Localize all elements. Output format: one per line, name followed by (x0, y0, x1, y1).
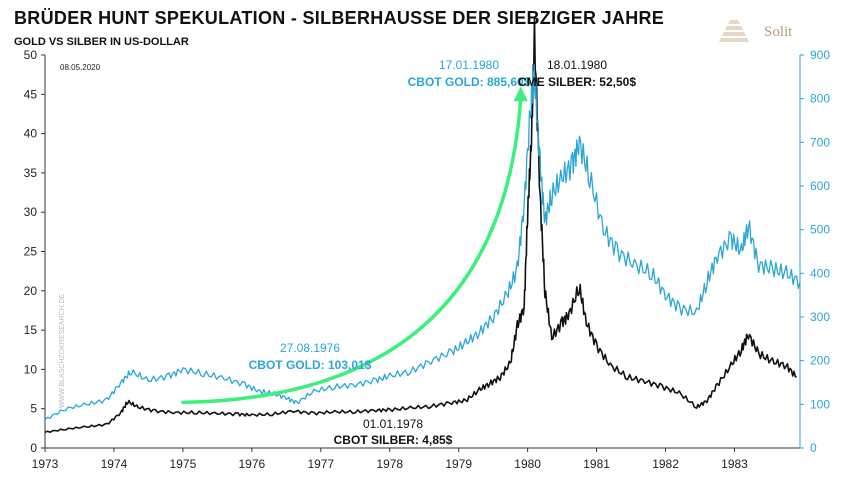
solit-logo-icon (719, 20, 749, 42)
annotation-date: 27.08.1976 (280, 341, 340, 355)
chart-title: BRÜDER HUNT SPEKULATION - SILBERHAUSSE D… (14, 8, 665, 28)
x-tick-label: 1974 (101, 457, 128, 471)
y-right-tick-label: 800 (810, 92, 830, 106)
y-right-tick-label: 400 (810, 266, 830, 280)
y-right-tick-label: 300 (810, 310, 830, 324)
trend-arrow-line (181, 96, 523, 405)
y-right-tick-label: 900 (810, 48, 830, 62)
chart-date: 08.05.2020 (60, 63, 101, 72)
annotation-value: CME SILBER: 52,50$ (518, 75, 636, 89)
x-tick-label: 1979 (445, 457, 472, 471)
gold-series-line (44, 64, 801, 421)
y-left-tick-label: 45 (24, 87, 38, 101)
y-left-tick-label: 25 (24, 245, 38, 259)
y-right-tick-label: 700 (810, 135, 830, 149)
x-tick-label: 1980 (514, 457, 541, 471)
y-left-tick-label: 20 (24, 284, 38, 298)
y-left-tick-label: 15 (24, 323, 38, 337)
y-right-tick-label: 200 (810, 354, 830, 368)
x-tick-label: 1983 (721, 457, 748, 471)
annotation-date: 17.01.1980 (439, 58, 499, 72)
x-tick-label: 1975 (170, 457, 197, 471)
y-left-tick-label: 35 (24, 166, 38, 180)
y-left-tick-label: 5 (30, 402, 37, 416)
watermark-text: WWW.BLASCHZOKRESEARCH.DE (59, 293, 66, 408)
x-tick-label: 1978 (376, 457, 403, 471)
y-left-tick-label: 50 (24, 48, 38, 62)
y-right-tick-label: 500 (810, 223, 830, 237)
x-tick-label: 1976 (238, 457, 265, 471)
y-right-tick-label: 100 (810, 397, 830, 411)
x-tick-label: 1977 (307, 457, 334, 471)
annotation-value: CBOT GOLD: 103,01$ (249, 358, 372, 372)
annotation-date: 18.01.1980 (547, 58, 607, 72)
logo-text: Solit (764, 24, 793, 40)
y-left-tick-label: 40 (24, 127, 38, 141)
silver-series-line (44, 16, 798, 434)
y-right-tick-label: 600 (810, 179, 830, 193)
annotation-date: 01.01.1978 (363, 417, 423, 431)
x-tick-label: 1982 (652, 457, 679, 471)
y-left-tick-label: 0 (30, 441, 37, 455)
trend-arrow-head-icon (513, 86, 528, 102)
annotation-value: CBOT GOLD: 885,60$ (408, 75, 531, 89)
y-left-tick-label: 10 (24, 362, 38, 376)
chart-subtitle: GOLD VS SILBER IN US-DOLLAR (14, 36, 189, 48)
x-tick-label: 1973 (32, 457, 59, 471)
x-tick-label: 1981 (583, 457, 610, 471)
annotation-value: CBOT SILBER: 4,85$ (334, 433, 453, 447)
y-left-tick-label: 30 (24, 205, 38, 219)
y-right-tick-label: 0 (810, 441, 817, 455)
